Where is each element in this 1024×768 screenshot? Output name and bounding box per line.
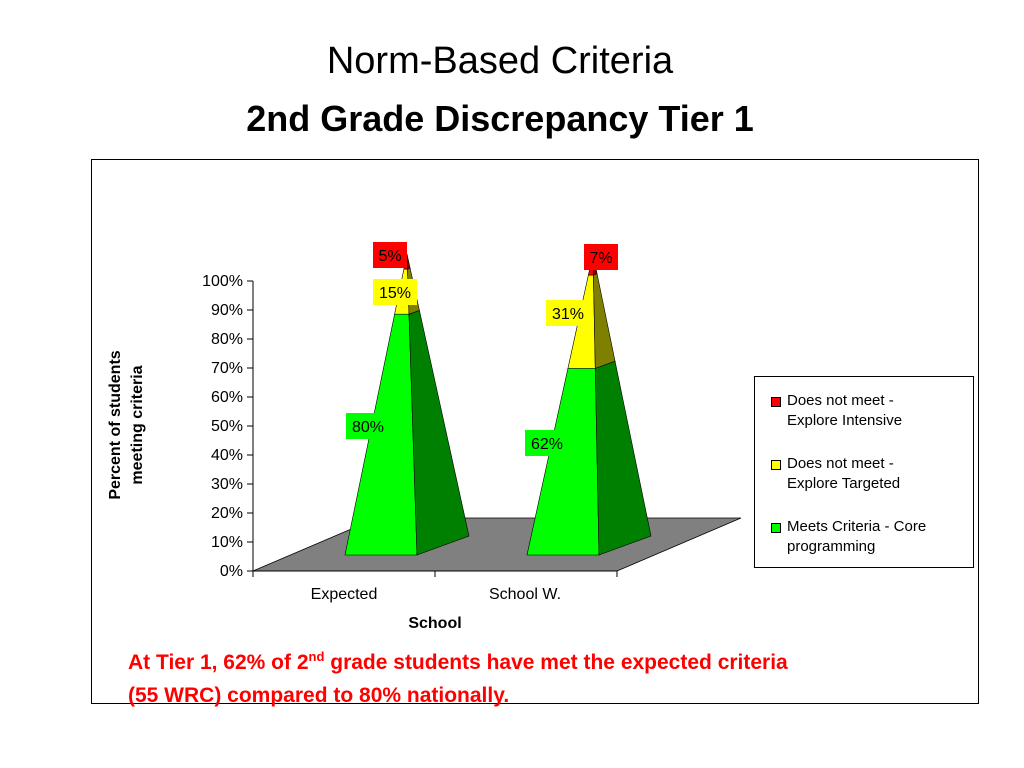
annotation-text: At Tier 1, 62% of 2nd grade students hav… bbox=[128, 649, 788, 707]
y-tick-label: 0% bbox=[220, 563, 243, 580]
pyramid-side-segment bbox=[406, 253, 411, 270]
data-label: 15% bbox=[373, 279, 417, 305]
pyramid-side-segment bbox=[594, 360, 652, 556]
y-tick-label: 40% bbox=[211, 447, 243, 464]
y-tick-label: 60% bbox=[211, 389, 243, 406]
data-label-box bbox=[373, 242, 407, 268]
data-label-text: 7% bbox=[589, 250, 612, 267]
data-label: 5% bbox=[373, 242, 407, 268]
y-tick-label: 10% bbox=[211, 534, 243, 551]
slide-title: Norm-Based Criteria bbox=[326, 40, 674, 82]
data-label-text: 80% bbox=[352, 419, 384, 436]
x-tick-label: Expected bbox=[311, 586, 378, 603]
data-label-box bbox=[346, 413, 390, 439]
data-label: 80% bbox=[346, 413, 390, 439]
data-label-box bbox=[546, 300, 590, 326]
slide-subtitle: 2nd Grade Discrepancy Tier 1 bbox=[246, 98, 754, 139]
data-label: 62% bbox=[525, 430, 569, 456]
y-tick-label: 50% bbox=[211, 418, 243, 435]
y-axis-title-line2: meeting criteria bbox=[129, 365, 146, 484]
data-label: 31% bbox=[546, 300, 590, 326]
legend-swatch-green bbox=[771, 523, 781, 533]
pyramid-side-segment bbox=[593, 273, 616, 369]
data-label-text: 62% bbox=[531, 436, 563, 453]
data-label-box bbox=[525, 430, 569, 456]
legend-swatch-red bbox=[771, 397, 781, 407]
pyramid-front-segment bbox=[526, 368, 600, 556]
data-label-text: 5% bbox=[378, 248, 401, 265]
legend-label: Does not meet - Explore Targeted bbox=[787, 455, 901, 492]
y-tick-label: 80% bbox=[211, 331, 243, 348]
y-tick-label: 70% bbox=[211, 360, 243, 377]
y-tick-label: 30% bbox=[211, 476, 243, 493]
data-label-text: 31% bbox=[552, 306, 584, 323]
chart-floor bbox=[252, 517, 742, 572]
y-axis-title: Percent of students bbox=[107, 350, 124, 499]
legend-label: Meets Criteria - Core programming bbox=[787, 518, 927, 555]
data-label: 7% bbox=[584, 244, 618, 270]
x-tick-label: School W. bbox=[489, 586, 561, 603]
pyramid-side-segment bbox=[408, 310, 470, 556]
y-tick-label: 90% bbox=[211, 302, 243, 319]
data-label-text: 15% bbox=[379, 285, 411, 302]
y-tick-label: 20% bbox=[211, 505, 243, 522]
data-label-box bbox=[373, 279, 417, 305]
legend-swatch-yellow bbox=[771, 460, 781, 470]
y-tick-label: 100% bbox=[202, 273, 243, 290]
data-label-box bbox=[584, 244, 618, 270]
x-axis-title: School bbox=[408, 615, 461, 632]
legend-label: Does not meet - Explore Intensive bbox=[787, 392, 903, 429]
chart-legend: Does not meet - Explore Intensive Does n… bbox=[754, 376, 974, 568]
